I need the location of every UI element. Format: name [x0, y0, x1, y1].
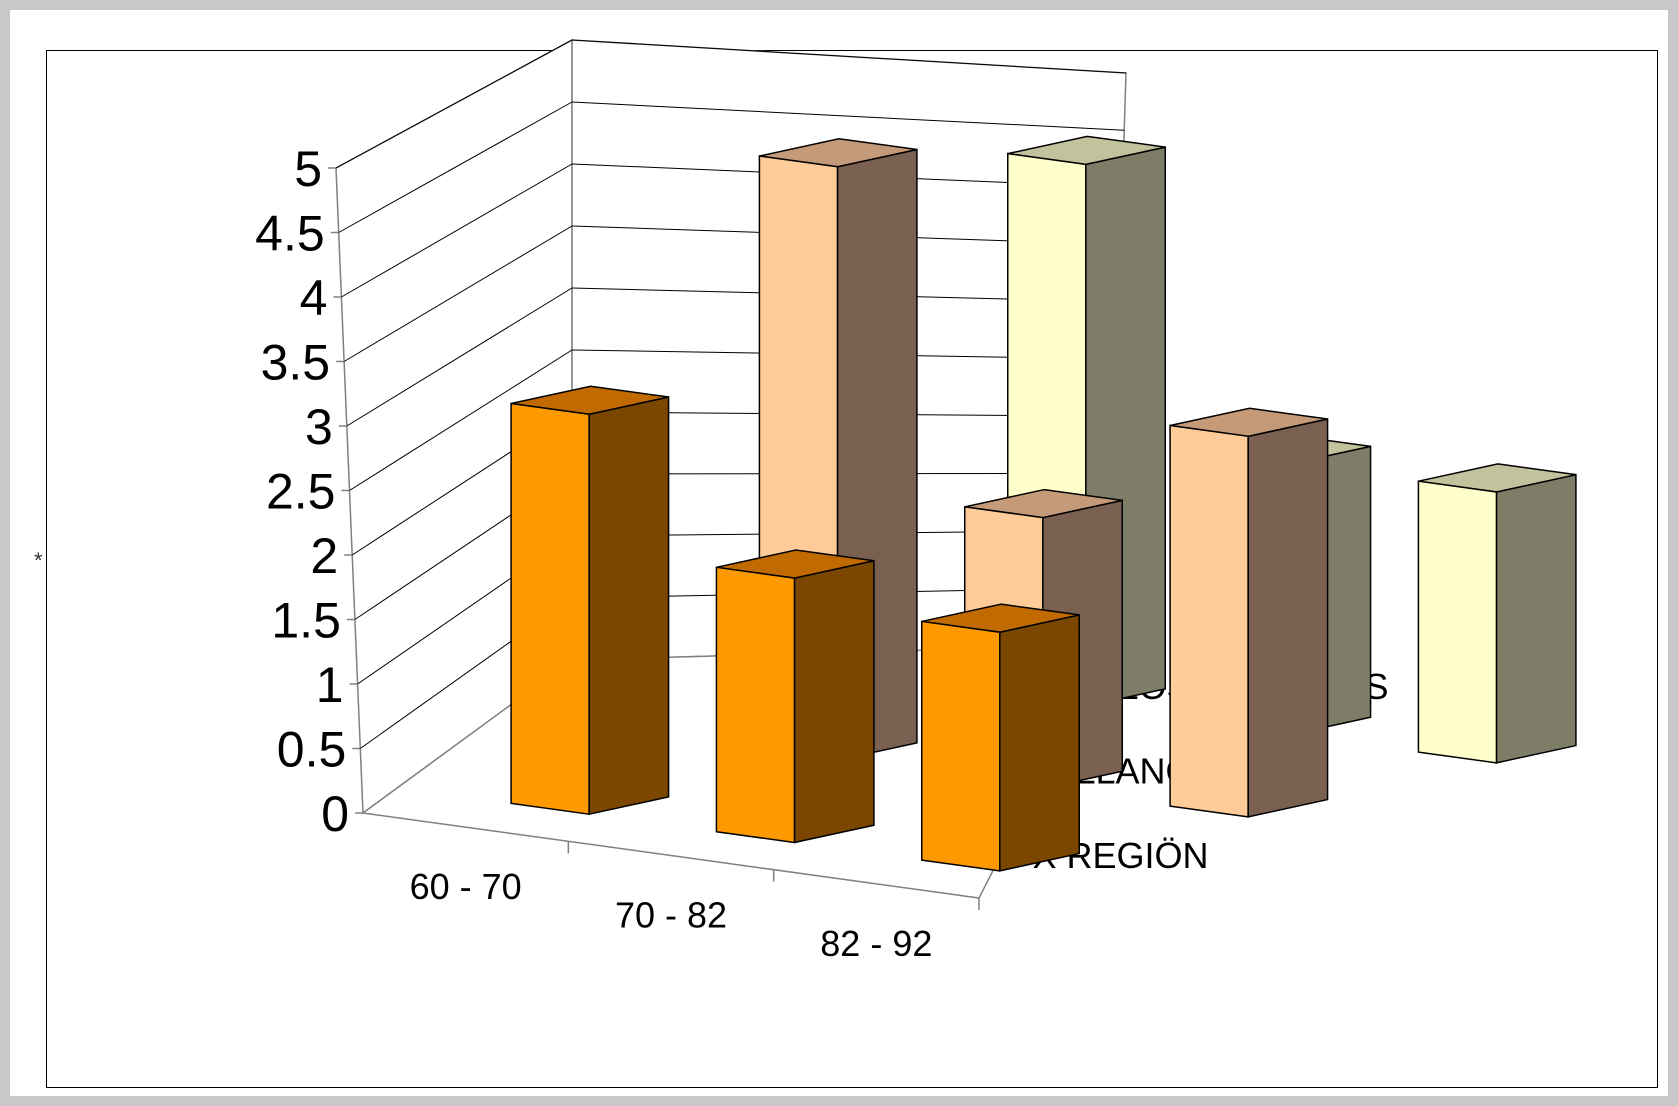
chart-frame: * 0 0.5 1 1.5 2 2.5 3 3.5 4 4.5 5 60 - 70 70 - 82 82 …	[10, 10, 1668, 1096]
y-tick-label: 4.5	[255, 206, 325, 262]
x-category-label: 70 - 82	[615, 895, 727, 936]
y-tick-label: 1	[316, 657, 344, 713]
bar-side	[1495, 473, 1577, 764]
y-tick-label: 3	[305, 399, 333, 455]
bar-side	[1247, 418, 1329, 818]
bar-side	[999, 613, 1080, 872]
bar	[510, 402, 590, 816]
y-tick-label: 3.5	[261, 335, 331, 391]
side-marker: *	[34, 548, 43, 573]
plot-area	[46, 50, 1658, 1088]
gridline-side	[338, 101, 573, 233]
x-category-label: 82 - 92	[820, 923, 932, 964]
bar	[1417, 480, 1498, 764]
bar-side	[793, 559, 875, 844]
gridline-back	[571, 39, 1127, 74]
x-category-label: 60 - 70	[410, 866, 522, 907]
bar-chart-3d: 0 0.5 1 1.5 2 2.5 3 3.5 4 4.5 5 60 - 70 70 - 82 82 - …	[255, 38, 1577, 964]
gridline-back	[571, 101, 1125, 131]
y-tick-label: 0	[321, 786, 349, 842]
y-tick-label: 1.5	[271, 593, 341, 649]
gridline-side	[343, 225, 573, 362]
y-tick-label: 2.5	[266, 464, 336, 520]
bar	[1169, 424, 1249, 818]
gridline-side	[349, 349, 573, 491]
bar	[715, 566, 796, 844]
bar-side	[588, 396, 670, 816]
y-tick-label: 5	[294, 141, 322, 197]
y-tick-label: 4	[300, 270, 328, 326]
gridline-side	[335, 39, 573, 169]
gridline-side	[346, 287, 573, 427]
y-tick-label: 0.5	[277, 722, 347, 778]
y-tick-label: 2	[310, 528, 338, 584]
gridline-side	[341, 163, 573, 298]
bar	[921, 620, 1001, 872]
